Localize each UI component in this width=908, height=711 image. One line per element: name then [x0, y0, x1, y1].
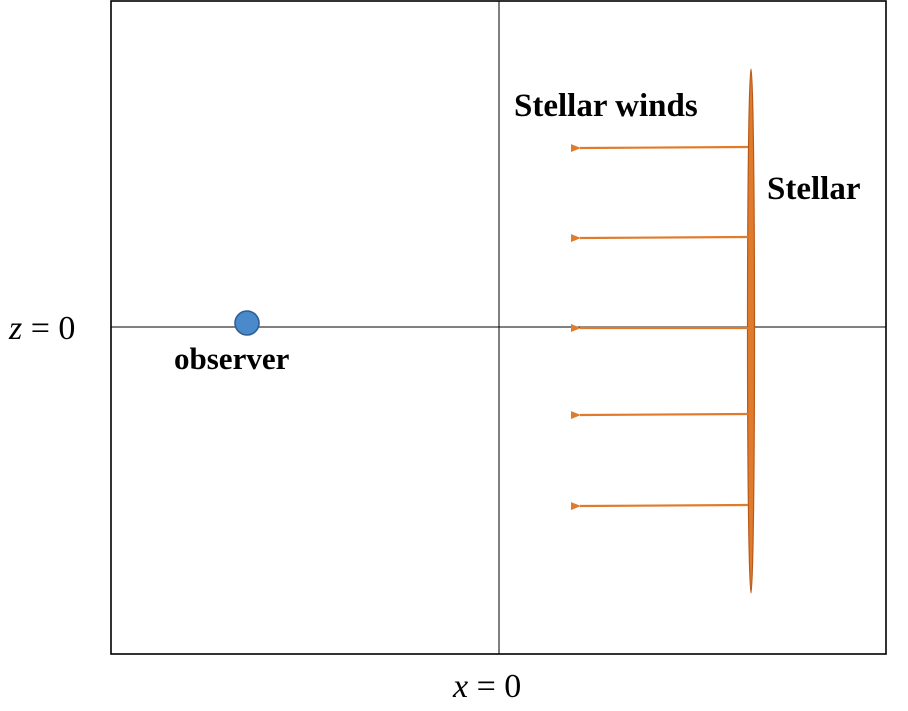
- x-variable: x: [452, 668, 468, 705]
- z-variable: z: [8, 310, 22, 347]
- stellar-body: [746, 68, 756, 594]
- wind-arrow: [570, 144, 749, 153]
- observer-label: observer: [174, 341, 290, 376]
- wind-arrow: [570, 411, 749, 420]
- stellar-winds-label: Stellar winds: [514, 88, 698, 124]
- wind-arrows: [570, 144, 749, 511]
- z-equals-zero: = 0: [22, 310, 75, 347]
- z-axis-label: z = 0: [8, 310, 75, 347]
- wind-arrow: [570, 234, 749, 243]
- observer-dot: [234, 310, 260, 336]
- x-axis-label: x = 0: [452, 668, 521, 705]
- wind-arrow: [570, 502, 749, 511]
- stellar-label: Stellar: [767, 171, 860, 207]
- x-equals-zero: = 0: [468, 668, 521, 705]
